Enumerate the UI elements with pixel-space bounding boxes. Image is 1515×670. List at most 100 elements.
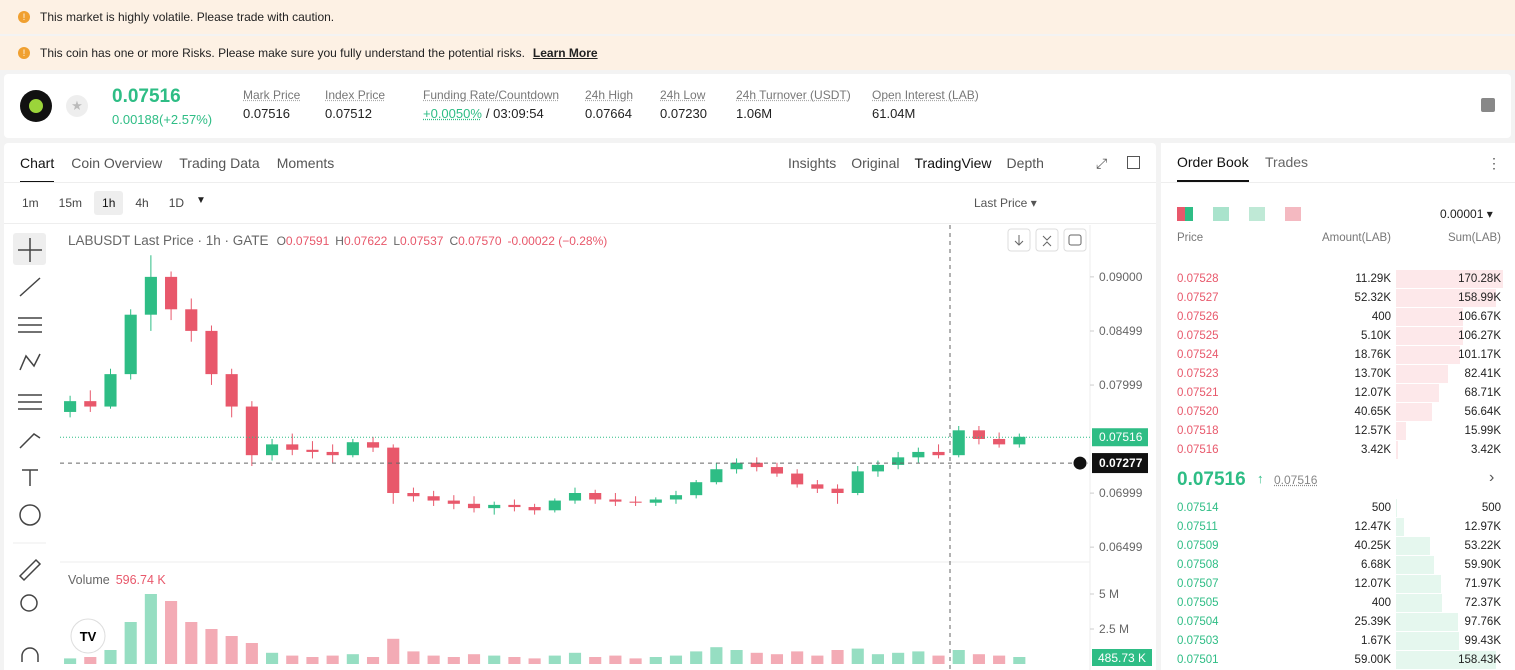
view-tab[interactable]: TradingView: [914, 155, 992, 171]
tab[interactable]: Coin Overview: [71, 155, 163, 171]
candle-body: [548, 500, 561, 511]
book-cell: 12.97K: [1464, 521, 1501, 533]
book-layouts[interactable]: [1177, 207, 1301, 221]
depth-bar: [1396, 632, 1459, 650]
candle-body: [690, 482, 703, 496]
chart-legend: LABUSDT Last Price · 1h · GATE O0.07591 H0…: [68, 233, 607, 248]
precision-text: 0.00001: [1440, 207, 1484, 221]
ohlc-label: H: [335, 234, 344, 248]
depth-bar: [1396, 308, 1464, 326]
stat-label: Index Price: [325, 88, 386, 102]
book-icon[interactable]: [1481, 98, 1495, 112]
depth-bar: [1396, 422, 1407, 440]
volume-bar: [205, 629, 218, 664]
info-icon: !: [18, 47, 30, 59]
favorite-star[interactable]: ★: [66, 95, 88, 117]
candle-body: [892, 457, 905, 465]
book-price: 0.07507: [1177, 578, 1219, 590]
stat-value: +0.0050%: [423, 106, 482, 121]
tab[interactable]: Trading Data: [179, 155, 260, 171]
interval[interactable]: 15m: [58, 196, 83, 210]
warning-banner: ! This market is highly volatile. Please …: [0, 0, 1515, 34]
book-cell: 72.37K: [1464, 597, 1501, 609]
book-cell: 12.47K: [1354, 521, 1391, 533]
candle-body: [871, 464, 884, 472]
candle-body: [568, 493, 582, 501]
book-tab[interactable]: Order Book: [1177, 154, 1249, 182]
info-icon: !: [18, 11, 30, 23]
interval[interactable]: 1m: [22, 196, 39, 210]
y-tick-label: 0.07999: [1099, 378, 1143, 392]
volume-bar: [467, 654, 481, 664]
stat-value-row: 0.07664: [585, 106, 633, 121]
book-cell: 170.28K: [1458, 273, 1501, 285]
book-price: 0.07511: [1177, 521, 1218, 533]
stat: 24h Turnover (USDT) 1.06M: [736, 88, 851, 121]
chevron[interactable]: ›: [1489, 469, 1495, 486]
volume-bar: [84, 657, 97, 664]
volume-bar: [831, 650, 844, 664]
view-tab[interactable]: Insights: [788, 155, 837, 171]
book-cell: 500: [1481, 502, 1501, 514]
learn-more[interactable]: Learn More: [532, 46, 598, 60]
last-price: 0.07516: [112, 86, 181, 107]
candle-body: [770, 467, 784, 474]
stat-value-row: +0.0050%/ 03:09:54: [423, 106, 559, 121]
view-tab[interactable]: Original: [851, 155, 900, 171]
book-header: Price: [1177, 232, 1204, 244]
candle-body: [225, 374, 238, 407]
volume-bar: [669, 655, 683, 664]
volume-bar: [952, 650, 965, 664]
volume-bar: [326, 655, 339, 664]
depth-bar: [1396, 651, 1496, 669]
add-alert[interactable]: [1072, 455, 1088, 471]
book-price: 0.07521: [1177, 387, 1219, 399]
volume-bar: [851, 648, 864, 664]
candle-body: [669, 495, 683, 500]
interval[interactable]: 4h: [135, 196, 149, 210]
y-tick-label: 0.08499: [1099, 324, 1143, 338]
candle-body: [266, 444, 279, 456]
interval[interactable]: 1D: [168, 196, 185, 210]
candle-body: [710, 469, 723, 483]
volume-bar: [225, 636, 238, 664]
candle-body: [811, 484, 824, 489]
candle-body: [84, 401, 97, 407]
depth-bar: [1396, 575, 1442, 593]
order-book: ⋮ 0.00001 ▾ Order Book Trades Price Amount(…: [1161, 143, 1515, 670]
more-icon[interactable]: ⋮: [1487, 155, 1501, 171]
book-tab[interactable]: Trades: [1265, 154, 1309, 170]
tab[interactable]: Moments: [276, 155, 335, 171]
volume-bar: [609, 655, 622, 664]
candle-body: [851, 471, 864, 493]
legend-change: -0.00022 (−0.28%): [508, 234, 608, 248]
book-cell: 97.76K: [1464, 616, 1501, 628]
volume-bar: [730, 650, 743, 664]
book-price: 0.07509: [1177, 540, 1219, 552]
drawing-tools[interactable]: [13, 233, 46, 662]
candle-body: [387, 447, 400, 493]
stat: Index Price 0.07512: [325, 88, 385, 121]
ohlc-value: 0.07622: [344, 234, 388, 248]
volume-bar: [266, 652, 279, 664]
volume-label: Volume: [68, 573, 110, 587]
volume-bar: [791, 651, 804, 664]
view-tab[interactable]: Depth: [1006, 155, 1044, 171]
volume-bar: [124, 622, 137, 664]
book-price: 0.07527: [1177, 292, 1219, 304]
book-cell: 40.25K: [1354, 540, 1391, 552]
candle-body: [286, 444, 299, 450]
price-type[interactable]: Last Price ▾: [974, 196, 1037, 210]
window-icon[interactable]: [1127, 156, 1140, 169]
stat-extra: / 03:09:54: [485, 106, 544, 121]
interval[interactable]: 1h: [94, 191, 124, 215]
volume-bar: [245, 643, 258, 664]
book-cell: 11.29K: [1355, 273, 1391, 285]
interval-dropdown[interactable]: ▼: [196, 195, 206, 206]
precision[interactable]: 0.00001 ▾: [1440, 207, 1493, 221]
book-price: 0.07518: [1177, 425, 1219, 437]
v-tick-label: 2.5 M: [1099, 622, 1129, 636]
chart-buttons[interactable]: [1007, 228, 1087, 252]
book-price: 0.07526: [1177, 311, 1219, 323]
fullscreen-icon[interactable]: ⤢: [1096, 155, 1108, 171]
